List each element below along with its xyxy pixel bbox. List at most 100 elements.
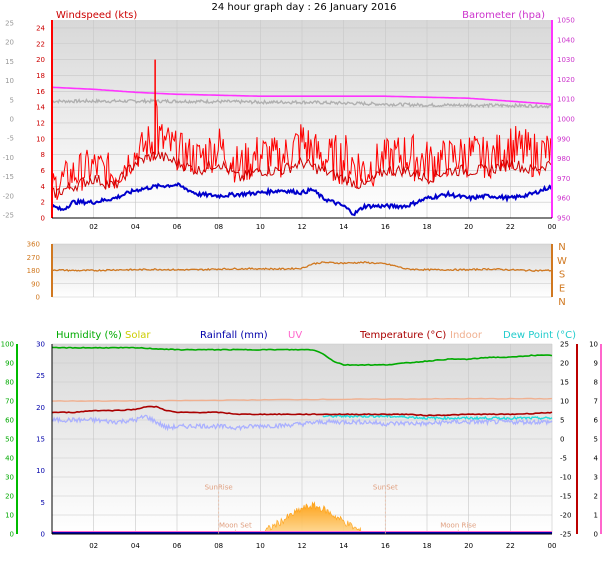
compass-label: N: [558, 242, 565, 253]
wind-y-tick: 8: [41, 151, 45, 159]
wind-outer-tick: 10: [5, 77, 14, 85]
windchill-line: [51, 414, 553, 432]
temp-y-tick: 25: [560, 341, 569, 349]
wind-y-tick: 4: [41, 183, 46, 191]
baro-y-tick: 1050: [557, 17, 575, 25]
wind-x-tick: 12: [298, 223, 307, 231]
temp-y-tick: -25: [560, 531, 571, 539]
solar-area: [260, 501, 366, 535]
annotation-label: SunRise: [205, 484, 233, 492]
climate-x-tick: 04: [131, 542, 140, 550]
wind-outer-tick: -10: [3, 154, 14, 162]
baro-y-tick: 1010: [557, 96, 575, 104]
indoor-label: Indoor: [450, 330, 483, 341]
climate-x-tick: 12: [298, 542, 307, 550]
wind-y-tick: 20: [36, 56, 45, 64]
climate-x-tick: 08: [214, 542, 223, 550]
climate-x-tick: 20: [464, 542, 473, 550]
uv-y-tick: 1: [594, 512, 598, 520]
temperature-line: [51, 405, 553, 417]
rain-y-tick: 0: [41, 531, 45, 539]
solar-label: Solar: [125, 330, 151, 341]
wind-y-tick: 12: [36, 119, 45, 127]
dir-y-tick: 360: [27, 241, 40, 249]
baro-y-tick: 970: [557, 175, 570, 183]
temperature-label: Temperature (°C): [359, 330, 446, 341]
climate-x-tick: 16: [381, 542, 390, 550]
wind-x-tick: 22: [506, 223, 515, 231]
humidity-y-tick: 70: [5, 398, 14, 406]
wind-x-tick: 08: [214, 223, 223, 231]
wind-y-tick: 18: [36, 72, 45, 80]
annotation-label: Moon Rise: [440, 522, 476, 530]
temp-y-tick: -15: [560, 493, 571, 501]
axes: [16, 20, 602, 535]
temp-y-tick: 15: [560, 379, 569, 387]
climate-x-tick: 06: [173, 542, 182, 550]
wind-y-tick: 10: [36, 135, 45, 143]
baro-y-tick: 960: [557, 195, 570, 203]
humidity-line: [51, 346, 553, 367]
wind-line: [51, 150, 553, 198]
wind-x-tick: 02: [89, 223, 98, 231]
humidity-y-tick: 80: [5, 379, 14, 387]
avg-wind-line: [51, 182, 553, 217]
dir-y-tick: 90: [31, 280, 40, 288]
temp-y-tick: 10: [560, 398, 569, 406]
wind-x-tick: 20: [464, 223, 473, 231]
dir-y-tick: 180: [27, 267, 40, 275]
baro-y-tick: 950: [557, 215, 570, 223]
wind-axis-label: Windspeed (kts): [56, 10, 137, 21]
wind-y-tick: 14: [36, 104, 45, 112]
barometer-line: [51, 86, 553, 105]
wind-outer-tick: -5: [7, 135, 14, 143]
series-lines: [51, 59, 553, 535]
wind-y-tick: 16: [36, 88, 45, 96]
climate-x-tick: 14: [339, 542, 348, 550]
uv-y-tick: 5: [594, 436, 598, 444]
uv-y-tick: 4: [594, 455, 599, 463]
compass-label: W: [557, 256, 567, 267]
humidity-y-tick: 20: [5, 493, 14, 501]
chart-title: 24 hour graph day : 26 January 2016: [212, 2, 397, 13]
uv-y-tick: 6: [594, 417, 599, 425]
direction-line: [51, 260, 553, 272]
humidity-y-tick: 10: [5, 512, 14, 520]
wind-outer-tick: 5: [10, 96, 14, 104]
wind-outer-tick: 20: [5, 39, 14, 47]
humidity-y-tick: 100: [1, 341, 14, 349]
wind-y-tick: 0: [41, 215, 45, 223]
humidity-y-tick: 40: [5, 455, 14, 463]
wind-x-tick: 06: [173, 223, 182, 231]
rain-y-tick: 30: [36, 341, 45, 349]
baro-y-tick: 1000: [557, 116, 575, 124]
dir-y-tick: 270: [27, 254, 40, 262]
baro-y-tick: 1040: [557, 36, 575, 44]
dewpoint-line: [322, 413, 553, 421]
baro-y-tick: 1030: [557, 56, 575, 64]
baro-y-tick: 990: [557, 135, 570, 143]
rain-y-tick: 20: [36, 404, 45, 412]
rainfall-label: Rainfall (mm): [200, 330, 268, 341]
uv-y-tick: 8: [594, 379, 598, 387]
rain-y-tick: 25: [36, 372, 45, 380]
rain-y-tick: 15: [36, 436, 45, 444]
climate-x-tick: 00: [548, 542, 557, 550]
gust-line: [51, 100, 553, 200]
indoor-line: [51, 397, 553, 402]
climate-x-tick: 22: [506, 542, 515, 550]
wind-outer-tick: -20: [3, 192, 14, 200]
dir-y-tick: 0: [36, 294, 40, 302]
wind-x-tick: 00: [548, 223, 557, 231]
wind-x-tick: 14: [339, 223, 348, 231]
compass-label: E: [559, 283, 565, 294]
baro-axis-label: Barometer (hpa): [462, 10, 545, 21]
temp-y-tick: 5: [560, 417, 564, 425]
humidity-y-tick: 50: [5, 436, 14, 444]
tick-labels: 0246810121416182022242520151050-5-10-15-…: [1, 17, 599, 551]
uv-y-tick: 9: [594, 360, 598, 368]
wind-y-tick: 2: [41, 199, 45, 207]
humidity-y-tick: 30: [5, 474, 14, 482]
compass-label: N: [558, 297, 565, 308]
